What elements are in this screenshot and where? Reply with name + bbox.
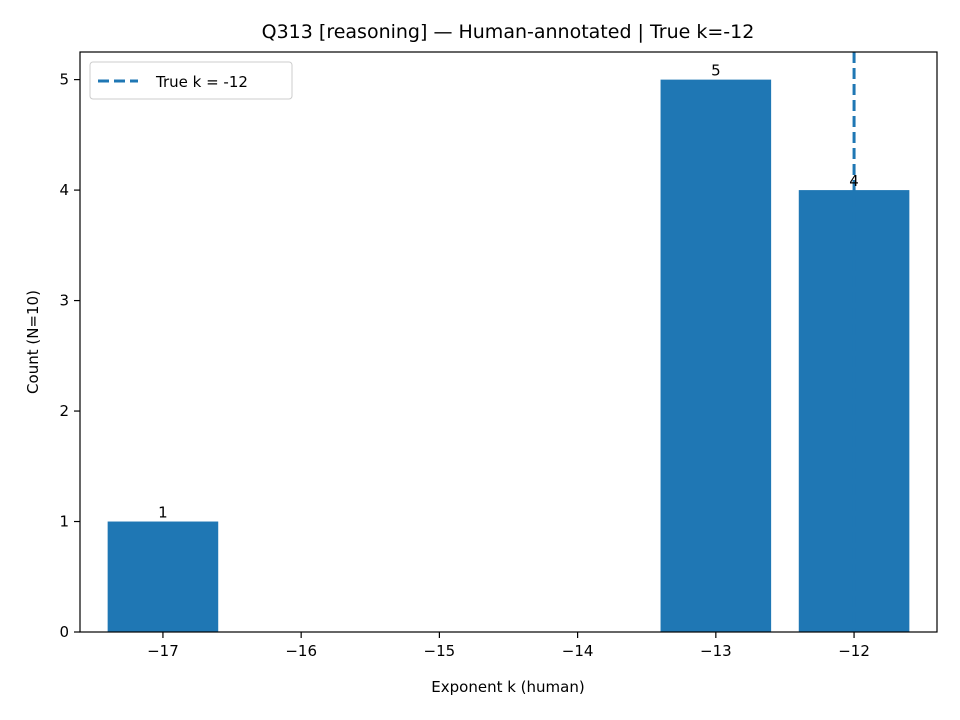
x-tick-label: −14 [562,642,594,660]
bar-value-label: 1 [158,504,168,522]
legend: True k = -12 [89,61,293,100]
y-tick-label: 5 [59,71,69,89]
chart-title: Q313 [reasoning] — Human-annotated | Tru… [262,21,755,43]
plot-frame [79,51,938,633]
legend-box [89,61,293,100]
x-axis-label: Exponent k (human) [431,678,584,696]
bar-labels-group: 1 5 4 [158,62,859,522]
x-tick-label: −16 [285,642,317,660]
x-ticks-group: −17 −16 −15 −14 −13 −12 [147,632,870,660]
bar [660,79,772,633]
y-tick-label: 0 [59,623,69,641]
y-tick-label: 3 [59,292,69,310]
bar-value-label: 5 [711,62,721,80]
y-tick-label: 4 [59,181,69,199]
bar [107,521,219,632]
y-axis-label: Count (N=10) [24,290,42,394]
x-tick-label: −17 [147,642,179,660]
legend-entry-label: True k = -12 [155,73,248,91]
y-ticks-group: 0 1 2 3 4 5 [59,71,80,641]
y-tick-label: 2 [59,402,69,420]
x-tick-label: −13 [700,642,732,660]
x-tick-label: −12 [838,642,870,660]
y-tick-label: 1 [59,513,69,531]
x-tick-label: −15 [424,642,456,660]
bar-value-label: 4 [849,172,859,190]
